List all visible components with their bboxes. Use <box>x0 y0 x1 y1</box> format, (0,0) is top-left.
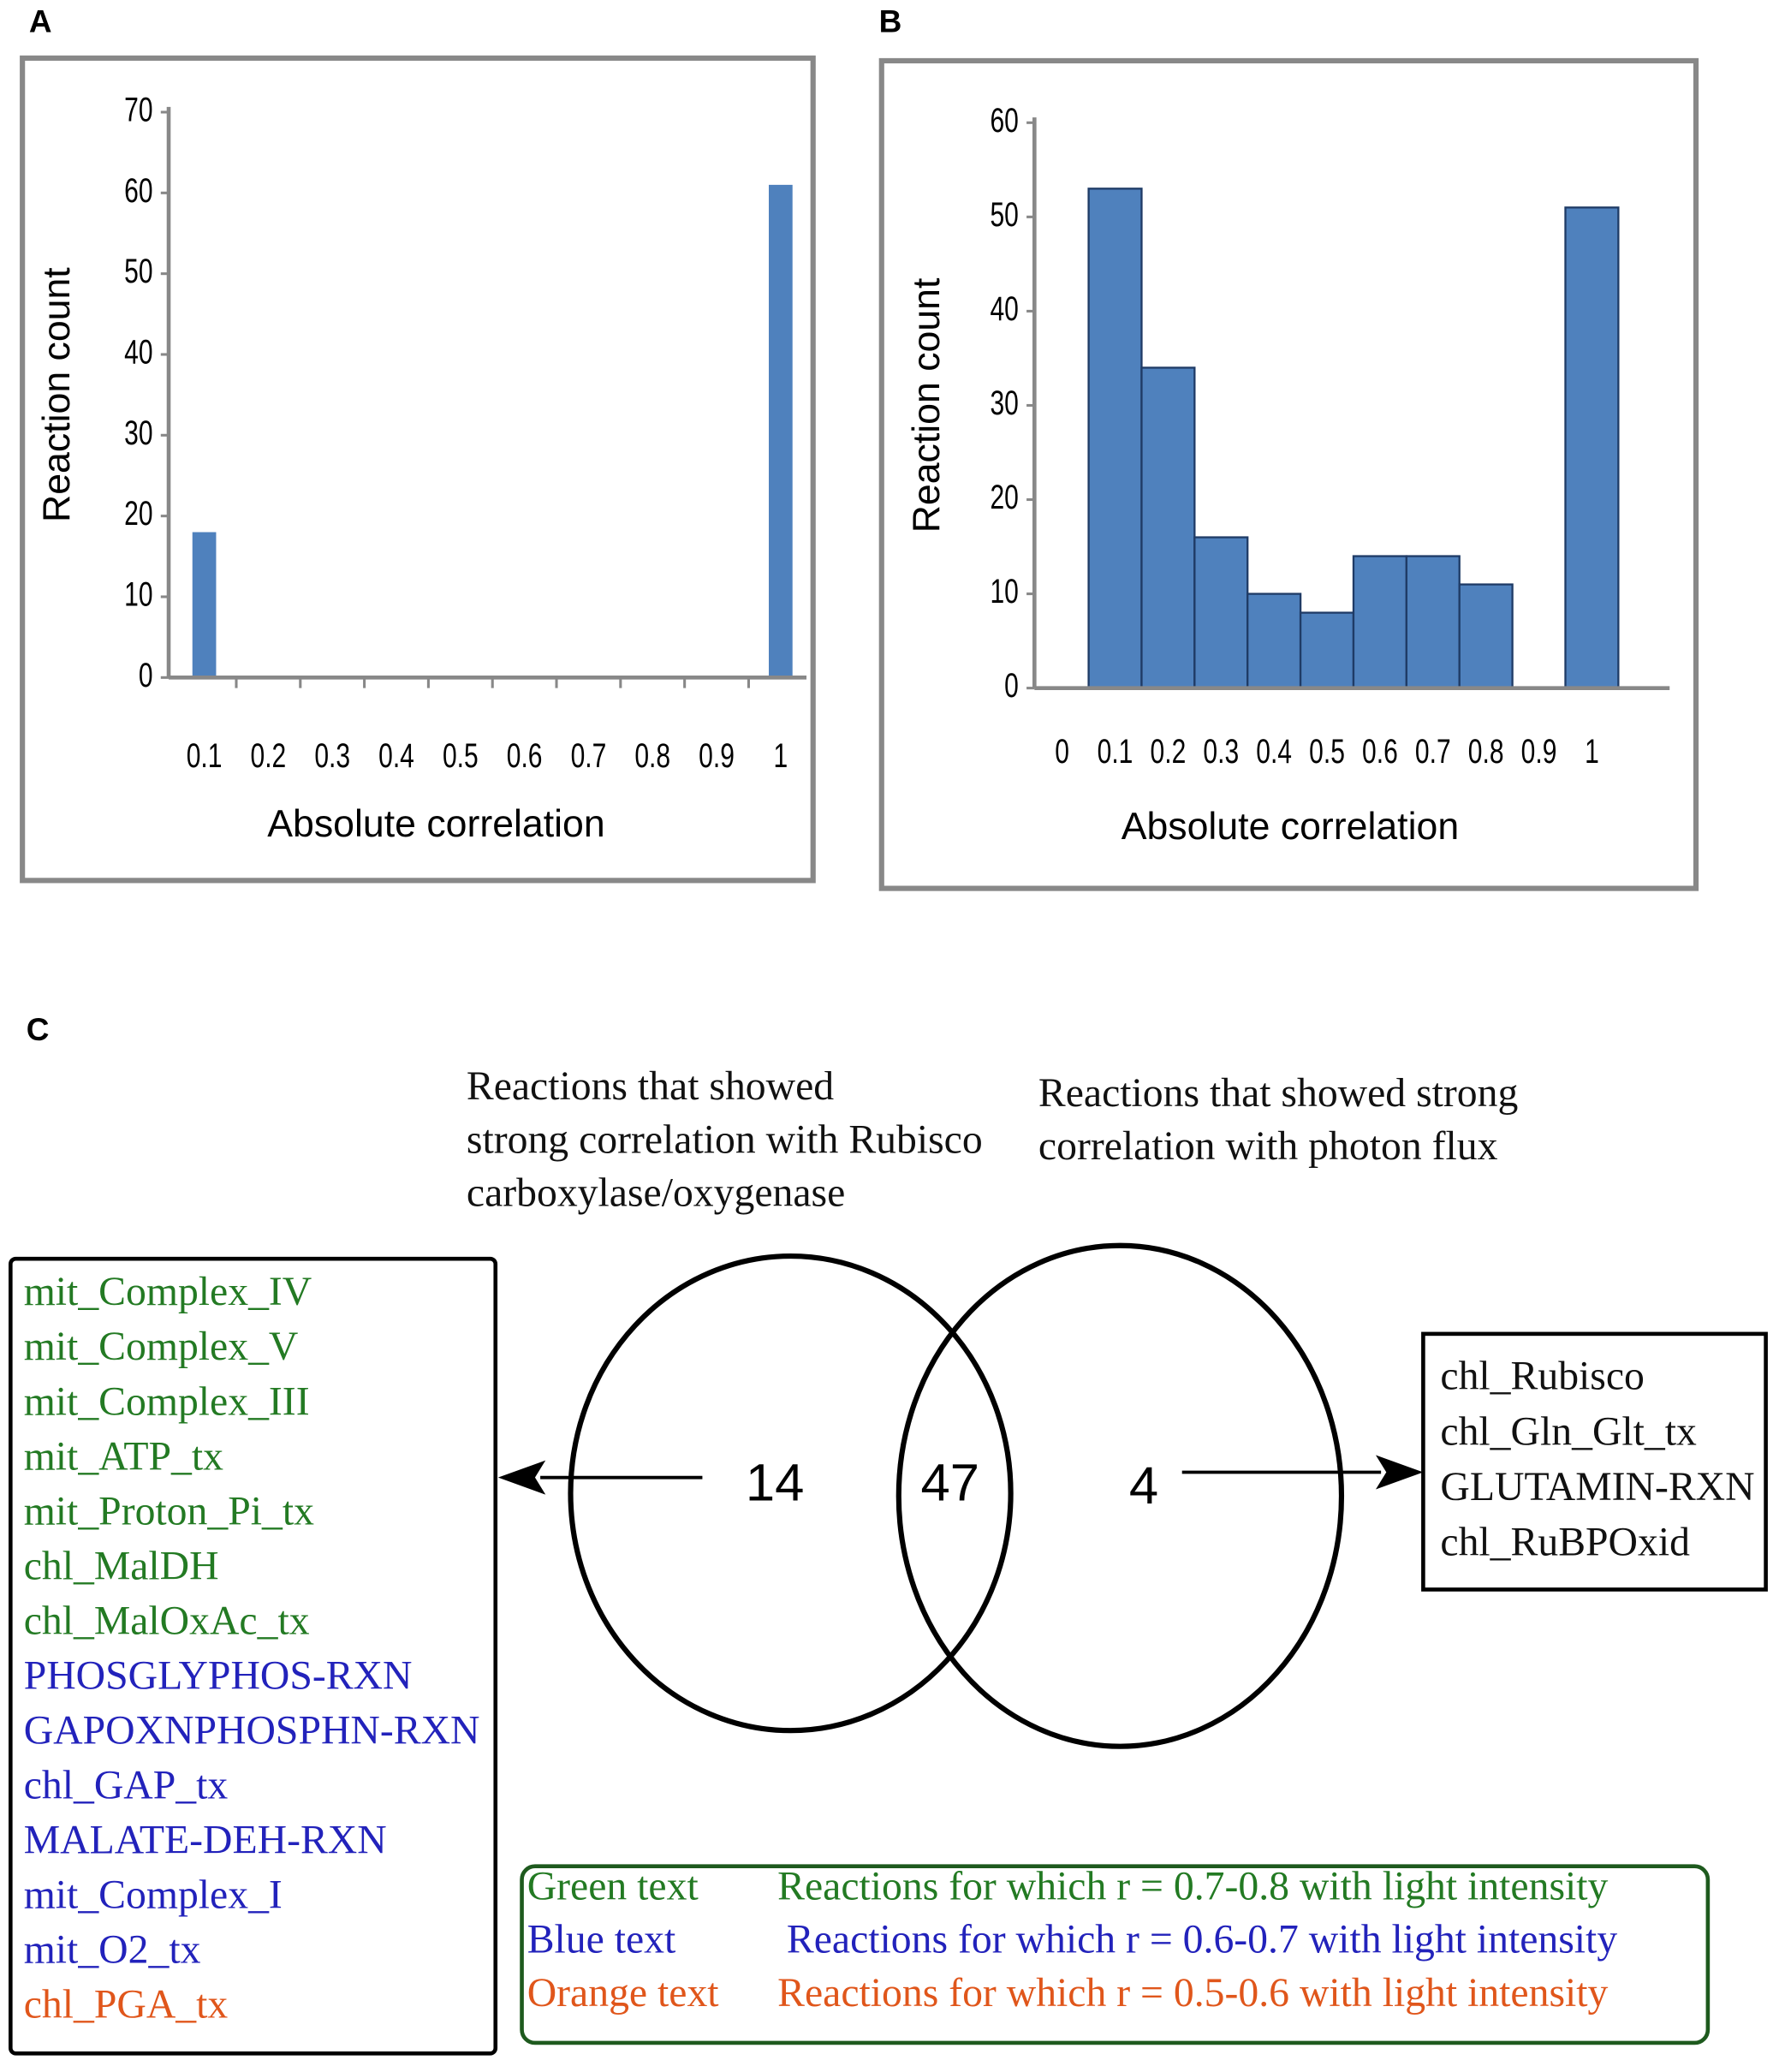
y-tick-label: 60 <box>990 102 1018 140</box>
reaction-name: chl_Rubisco <box>1440 1354 1644 1399</box>
key-label: Green text <box>527 1863 699 1908</box>
x-tick-label: 0.1 <box>1098 733 1133 771</box>
x-tick-label: 0.7 <box>1415 733 1451 771</box>
left-arrowhead <box>497 1460 546 1495</box>
key-label: Orange text <box>527 1970 719 2015</box>
y-tick-label: 40 <box>990 290 1018 328</box>
x-tick-label: 0.6 <box>507 737 543 775</box>
x-tick-label: 0.3 <box>1203 733 1239 771</box>
y-tick-label: 20 <box>124 495 152 533</box>
venn-title: correlation with photon flux <box>1038 1123 1498 1169</box>
reaction-name: GLUTAMIN-RXN <box>1440 1464 1754 1509</box>
y-tick-label: 40 <box>124 333 152 371</box>
reaction-name: mit_Complex_V <box>24 1324 299 1369</box>
key-box <box>520 1864 1711 2045</box>
x-tick-label: 0.5 <box>1309 733 1345 771</box>
panel-label: B <box>879 4 902 39</box>
reaction-name: mit_ATP_tx <box>24 1433 223 1479</box>
reaction-name: mit_Complex_IV <box>24 1269 312 1314</box>
bar <box>1087 188 1143 689</box>
venn-title: Reactions that showed strong <box>1038 1070 1518 1116</box>
reaction-name: mit_Complex_I <box>24 1873 283 1918</box>
y-tick-label: 0 <box>1004 667 1019 705</box>
chart-frame <box>20 55 816 884</box>
x-tick-label: 0.7 <box>571 737 607 775</box>
venn-diagram <box>9 1242 1768 2056</box>
x-tick-label: 0.8 <box>1468 733 1504 771</box>
x-axis-label: Absolute correlation <box>267 803 604 845</box>
y-tick-label: 70 <box>124 91 152 128</box>
x-tick-label: 0.5 <box>443 737 479 775</box>
reaction-name: MALATE-DEH-RXN <box>24 1818 387 1863</box>
reaction-name: chl_RuBPOxid <box>1440 1520 1690 1565</box>
right-list-box <box>1421 1331 1768 1592</box>
y-axis-label: Reaction count <box>906 277 948 533</box>
key-label: Blue text <box>527 1917 676 1962</box>
right-circle <box>895 1242 1345 1749</box>
reaction-name: chl_MalOxAc_tx <box>24 1598 310 1643</box>
x-tick-label: 0.2 <box>251 737 287 775</box>
reaction-name: GAPOXNPHOSPHN-RXN <box>24 1707 480 1753</box>
y-tick-label: 30 <box>124 414 152 452</box>
y-tick-label: 50 <box>990 196 1018 234</box>
venn-title: strong correlation with Rubisco <box>467 1116 983 1162</box>
x-tick-label: 0.4 <box>1256 733 1292 771</box>
x-tick-label: 1 <box>774 737 788 775</box>
chart-frame <box>878 57 1699 891</box>
bar <box>1193 536 1249 689</box>
x-tick-label: 0.8 <box>634 737 670 775</box>
y-tick-label: 10 <box>990 573 1018 610</box>
key-description: Reactions for which r = 0.5-0.6 with lig… <box>777 1970 1608 2015</box>
reaction-name: mit_O2_tx <box>24 1927 201 1973</box>
x-tick-label: 0.1 <box>187 737 223 775</box>
panel-label: A <box>29 4 52 39</box>
venn-title: Reactions that showed <box>467 1063 834 1109</box>
x-tick-label: 0.4 <box>378 737 414 775</box>
y-tick-label: 20 <box>990 479 1018 516</box>
x-tick-label: 0.2 <box>1151 733 1187 771</box>
key-description: Reactions for which r = 0.6-0.7 with lig… <box>787 1917 1617 1962</box>
bar <box>1352 555 1408 689</box>
x-axis-label: Absolute correlation <box>1122 806 1459 848</box>
left-circle <box>568 1253 1014 1734</box>
x-tick-label: 0.3 <box>314 737 350 775</box>
y-tick-label: 30 <box>990 384 1018 422</box>
bar <box>1299 611 1355 689</box>
bar <box>192 532 217 678</box>
y-tick-label: 60 <box>124 172 152 210</box>
venn-count: 47 <box>921 1454 979 1513</box>
venn-count: 4 <box>1129 1456 1158 1515</box>
y-tick-label: 50 <box>124 253 152 290</box>
bar <box>1140 366 1196 689</box>
bar <box>1246 592 1302 689</box>
reaction-name: chl_PGA_tx <box>24 1982 229 2027</box>
bar <box>1458 583 1514 689</box>
bar <box>1405 555 1461 689</box>
reaction-name: chl_GAP_tx <box>24 1762 229 1807</box>
bar <box>769 184 793 678</box>
x-tick-label: 0.6 <box>1362 733 1398 771</box>
reaction-name: PHOSGLYPHOS-RXN <box>24 1652 413 1698</box>
x-tick-label: 0.9 <box>699 737 735 775</box>
x-tick-label: 0 <box>1055 733 1069 771</box>
y-tick-label: 10 <box>124 575 152 613</box>
bar <box>1564 206 1620 689</box>
reaction-name: chl_MalDH <box>24 1543 219 1588</box>
reaction-name: chl_Gln_Glt_tx <box>1440 1408 1697 1454</box>
left-list-box <box>9 1256 498 2056</box>
reaction-name: mit_Complex_III <box>24 1378 310 1424</box>
reaction-name: mit_Proton_Pi_tx <box>24 1488 314 1533</box>
y-tick-label: 0 <box>139 657 153 694</box>
x-tick-label: 1 <box>1585 733 1599 771</box>
x-tick-label: 0.9 <box>1521 733 1557 771</box>
venn-title: carboxylase/oxygenase <box>467 1170 845 1216</box>
y-axis-label: Reaction count <box>36 267 78 522</box>
key-description: Reactions for which r = 0.7-0.8 with lig… <box>777 1863 1608 1908</box>
venn-count: 14 <box>746 1454 804 1513</box>
panel-label: C <box>27 1012 50 1047</box>
right-arrowhead <box>1375 1455 1424 1490</box>
